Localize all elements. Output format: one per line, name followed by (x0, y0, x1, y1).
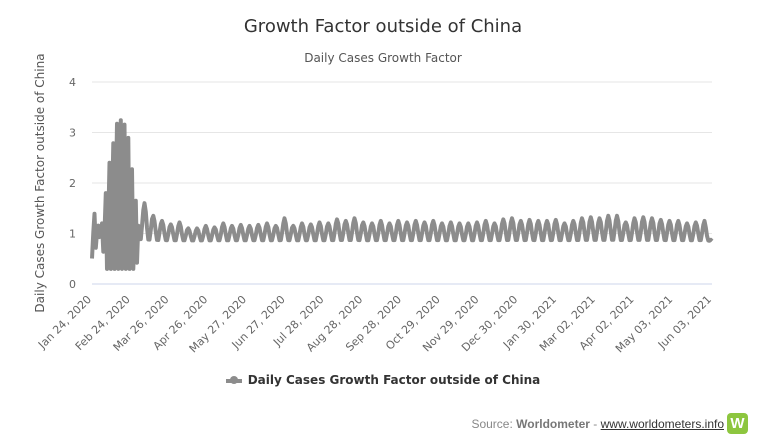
credit-source-name: Worldometer (516, 417, 590, 431)
data-point[interactable] (370, 221, 374, 225)
gridlines (92, 81, 712, 285)
data-point[interactable] (169, 222, 173, 226)
data-point[interactable] (650, 216, 654, 220)
data-point[interactable] (396, 219, 400, 223)
data-point[interactable] (379, 219, 383, 223)
data-point[interactable] (449, 220, 453, 224)
y-tick-label: 2 (69, 177, 76, 190)
data-point[interactable] (440, 221, 444, 225)
data-point[interactable] (186, 226, 190, 230)
data-point[interactable] (160, 219, 164, 223)
series-line-group[interactable] (90, 115, 714, 271)
data-point[interactable] (195, 226, 199, 230)
data-point[interactable] (633, 216, 637, 220)
legend[interactable]: Daily Cases Growth Factor outside of Chi… (0, 373, 766, 387)
data-point[interactable] (668, 219, 672, 223)
data-point[interactable] (659, 218, 663, 222)
data-point[interactable] (554, 218, 558, 222)
data-point[interactable] (151, 214, 155, 218)
data-point[interactable] (703, 219, 707, 223)
data-point[interactable] (598, 216, 602, 220)
data-point[interactable] (344, 219, 348, 223)
data-point[interactable] (178, 220, 182, 224)
data-point[interactable] (466, 221, 470, 225)
data-point[interactable] (248, 224, 252, 228)
data-point[interactable] (493, 221, 497, 225)
worldometer-logo-icon: W (727, 413, 748, 434)
data-point[interactable] (204, 224, 208, 228)
data-point[interactable] (458, 221, 462, 225)
data-point[interactable] (694, 220, 698, 224)
chart-subtitle: Daily Cases Growth Factor (304, 51, 462, 65)
data-point[interactable] (431, 219, 435, 223)
data-point[interactable] (685, 221, 689, 225)
data-point[interactable] (318, 220, 322, 224)
data-point[interactable] (536, 219, 540, 223)
data-point[interactable] (423, 220, 427, 224)
data-point[interactable] (99, 232, 103, 236)
data-point[interactable] (475, 220, 479, 224)
data-point[interactable] (335, 217, 339, 221)
data-point[interactable] (676, 219, 680, 223)
data-point[interactable] (108, 161, 112, 165)
worldometers-link[interactable]: www.worldometers.info (600, 417, 724, 431)
data-point[interactable] (571, 219, 575, 223)
data-point[interactable] (615, 214, 619, 218)
data-point[interactable] (414, 219, 418, 223)
y-axis-label: Daily Cases Growth Factor outside of Chi… (33, 53, 47, 312)
data-point[interactable] (291, 224, 295, 228)
data-point[interactable] (624, 220, 628, 224)
data-point[interactable] (90, 204, 94, 208)
data-point[interactable] (239, 223, 243, 227)
data-point[interactable] (710, 239, 714, 243)
data-point[interactable] (545, 219, 549, 223)
data-point[interactable] (221, 221, 225, 225)
y-axis-ticks: 0 1 2 3 4 (69, 76, 76, 291)
data-point[interactable] (580, 216, 584, 220)
data-point[interactable] (116, 115, 120, 119)
data-point[interactable] (484, 219, 488, 223)
y-tick-label: 4 (69, 76, 76, 89)
legend-label: Daily Cases Growth Factor outside of Chi… (247, 373, 541, 387)
data-point[interactable] (265, 221, 269, 225)
data-point[interactable] (641, 215, 645, 219)
data-point[interactable] (606, 214, 610, 218)
data-point[interactable] (361, 220, 365, 224)
data-point[interactable] (510, 216, 514, 220)
data-point[interactable] (125, 125, 129, 129)
series-line[interactable] (90, 118, 714, 271)
chart-title: Growth Factor outside of China (243, 16, 523, 37)
data-point[interactable] (528, 218, 532, 222)
data-point[interactable] (283, 216, 287, 220)
data-point[interactable] (256, 223, 260, 227)
credit-prefix: Source: (471, 417, 517, 431)
source-credit: Source: Worldometer - www.worldometers.i… (471, 417, 724, 431)
credit-separator: - (589, 417, 601, 431)
data-point[interactable] (519, 219, 523, 223)
data-point[interactable] (230, 224, 234, 228)
data-point[interactable] (501, 217, 505, 221)
y-tick-label: 1 (69, 228, 76, 241)
y-tick-label: 3 (69, 127, 76, 140)
data-point[interactable] (353, 216, 357, 220)
data-point[interactable] (213, 225, 217, 229)
data-point[interactable] (134, 199, 138, 203)
data-point[interactable] (405, 220, 409, 224)
legend-swatch-icon (225, 375, 242, 384)
data-point[interactable] (563, 221, 567, 225)
data-point[interactable] (309, 222, 313, 226)
data-point[interactable] (589, 215, 593, 219)
data-point[interactable] (274, 224, 278, 228)
y-tick-label: 0 (69, 278, 76, 291)
data-point[interactable] (326, 221, 330, 225)
data-point[interactable] (143, 201, 147, 205)
data-point[interactable] (300, 221, 304, 225)
data-point[interactable] (388, 221, 392, 225)
